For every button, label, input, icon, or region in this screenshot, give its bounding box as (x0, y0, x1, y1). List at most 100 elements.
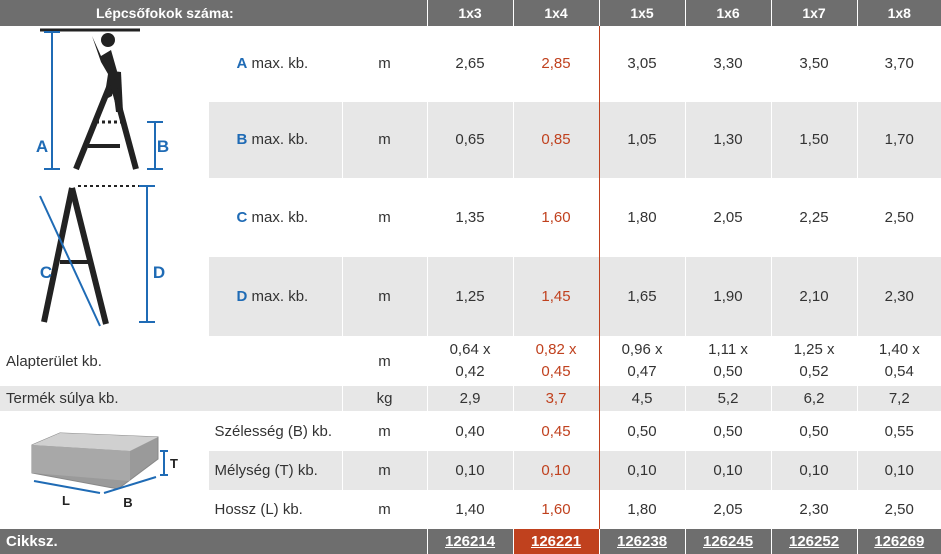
unit-cell: m (342, 411, 428, 452)
param-a: A max. kb. (208, 26, 343, 102)
article-code-link[interactable]: 126252 (771, 529, 858, 554)
value-cell: 3,50 (771, 26, 858, 102)
value-cell: 6,2 (771, 386, 858, 411)
value-cell: 1,30 (685, 101, 772, 178)
value-cell: 2,65 (427, 26, 514, 102)
width-label: Szélesség (B) kb. (208, 411, 343, 452)
value-cell: 4,5 (599, 386, 686, 411)
col-header: 1x7 (771, 0, 858, 26)
col-header: 1x8 (857, 0, 941, 26)
value-cell: 3,70 (857, 26, 941, 102)
value-cell: 7,2 (857, 386, 941, 411)
dim-b-pack-label: B (123, 495, 132, 510)
area-value: 1,11 x 0,50 (685, 336, 772, 386)
package-diagram: T L B (31, 432, 178, 510)
area-value: 0,64 x 0,42 (427, 336, 514, 386)
article-code-link[interactable]: 126214 (427, 529, 514, 554)
dim-a-label: A (36, 137, 48, 156)
value-cell-highlight: 1,45 (512, 256, 600, 336)
value-cell-highlight: 0,85 (512, 101, 600, 178)
dim-t-label: T (170, 456, 178, 471)
value-cell: 1,65 (599, 256, 686, 336)
row-weight: Termék súlya kb. kg 2,9 3,7 4,5 5,2 6,2 … (0, 386, 941, 411)
value-cell: 2,50 (857, 177, 941, 257)
row-area: Alapterület kb. m 0,64 x 0,42 0,82 x 0,45 … (0, 336, 941, 386)
value-cell: 3,30 (685, 26, 772, 102)
article-code-link[interactable]: 126245 (685, 529, 772, 554)
param-letter: B (236, 131, 248, 149)
article-code-link-highlight[interactable]: 126221 (513, 529, 600, 554)
row-length: Hossz (L) kb. m 1,40 1,60 1,80 2,05 2,30… (0, 490, 941, 529)
dim-l-label: L (62, 493, 70, 508)
unit-cell: m (342, 490, 428, 529)
dim-c-label: C (40, 263, 52, 282)
row-depth: Mélység (T) kb. m 0,10 0,10 0,10 0,10 0,… (0, 451, 941, 490)
unit-cell: m (342, 26, 428, 102)
value-cell: 2,05 (685, 490, 772, 529)
area-value: 0,96 x 0,47 (599, 336, 686, 386)
steps-count-label: Lépcsőfokok száma: (0, 0, 428, 26)
ladder-diagram-cell: A B (0, 26, 209, 336)
value-cell: 2,30 (771, 490, 858, 529)
param-c: C max. kb. (208, 177, 343, 257)
param-letter: D (236, 287, 248, 305)
param-d: D max. kb. (208, 256, 343, 336)
value-cell: 0,55 (857, 411, 941, 452)
col-header: 1x4 (513, 0, 600, 26)
package-diagram-cell: T L B (0, 411, 209, 529)
value-cell: 0,10 (427, 451, 514, 490)
value-cell-highlight: 2,85 (512, 26, 600, 102)
article-code-link[interactable]: 126238 (599, 529, 686, 554)
value-cell: 0,10 (685, 451, 772, 490)
value-cell: 0,50 (599, 411, 686, 452)
unit-cell: m (342, 451, 428, 490)
ladder-front-leg (73, 78, 115, 171)
article-code-link[interactable]: 126269 (857, 529, 941, 554)
area-value: 1,40 x 0,54 (857, 336, 941, 386)
length-label: Hossz (L) kb. (208, 490, 343, 529)
value-cell: 0,10 (857, 451, 941, 490)
param-suffix: max. kb. (251, 287, 309, 305)
value-cell-highlight: 1,60 (512, 177, 600, 257)
row-c: C max. kb. m 1,35 1,60 1,80 2,05 2,25 2,… (0, 177, 941, 257)
value-cell: 1,35 (427, 177, 514, 257)
param-letter: A (236, 55, 248, 73)
area-value: 1,25 x 0,52 (771, 336, 858, 386)
value-cell: 0,50 (771, 411, 858, 452)
ladder-open-front (41, 187, 75, 323)
unit-cell: m (342, 177, 428, 257)
value-cell: 0,40 (427, 411, 514, 452)
value-cell: 2,10 (771, 256, 858, 336)
unit-cell: m (342, 256, 428, 336)
area-label: Alapterület kb. (0, 336, 343, 386)
value-cell: 3,05 (599, 26, 686, 102)
person-head (101, 33, 115, 47)
param-b: B max. kb. (208, 101, 343, 178)
unit-cell: m (342, 101, 428, 178)
param-suffix: max. kb. (251, 55, 309, 73)
ladder-open-back (69, 187, 109, 325)
col-header: 1x6 (685, 0, 772, 26)
col-header: 1x5 (599, 0, 686, 26)
value-cell: 0,50 (685, 411, 772, 452)
unit-cell: m (342, 336, 428, 386)
dim-c-line (39, 195, 101, 327)
value-cell: 0,10 (771, 451, 858, 490)
dim-l-line (33, 480, 101, 494)
value-cell: 2,05 (685, 177, 772, 257)
value-cell: 2,50 (857, 490, 941, 529)
value-cell: 1,70 (857, 101, 941, 178)
dim-d-label: D (153, 263, 165, 282)
value-cell: 1,80 (599, 177, 686, 257)
value-cell: 0,65 (427, 101, 514, 178)
value-cell: 1,50 (771, 101, 858, 178)
footer-row: Cikksz. 126214 126221 126238 126245 1262… (0, 529, 941, 554)
value-cell-highlight: 1,60 (512, 490, 600, 529)
row-b: B max. kb. m 0,65 0,85 1,05 1,30 1,50 1,… (0, 101, 941, 178)
value-cell-highlight: 0,10 (512, 451, 600, 490)
value-cell: 5,2 (685, 386, 772, 411)
value-cell: 1,40 (427, 490, 514, 529)
area-value-highlight: 0,82 x 0,45 (512, 336, 600, 386)
header-row: Lépcsőfokok száma: 1x3 1x4 1x5 1x6 1x7 1… (0, 0, 941, 26)
value-cell: 0,10 (599, 451, 686, 490)
